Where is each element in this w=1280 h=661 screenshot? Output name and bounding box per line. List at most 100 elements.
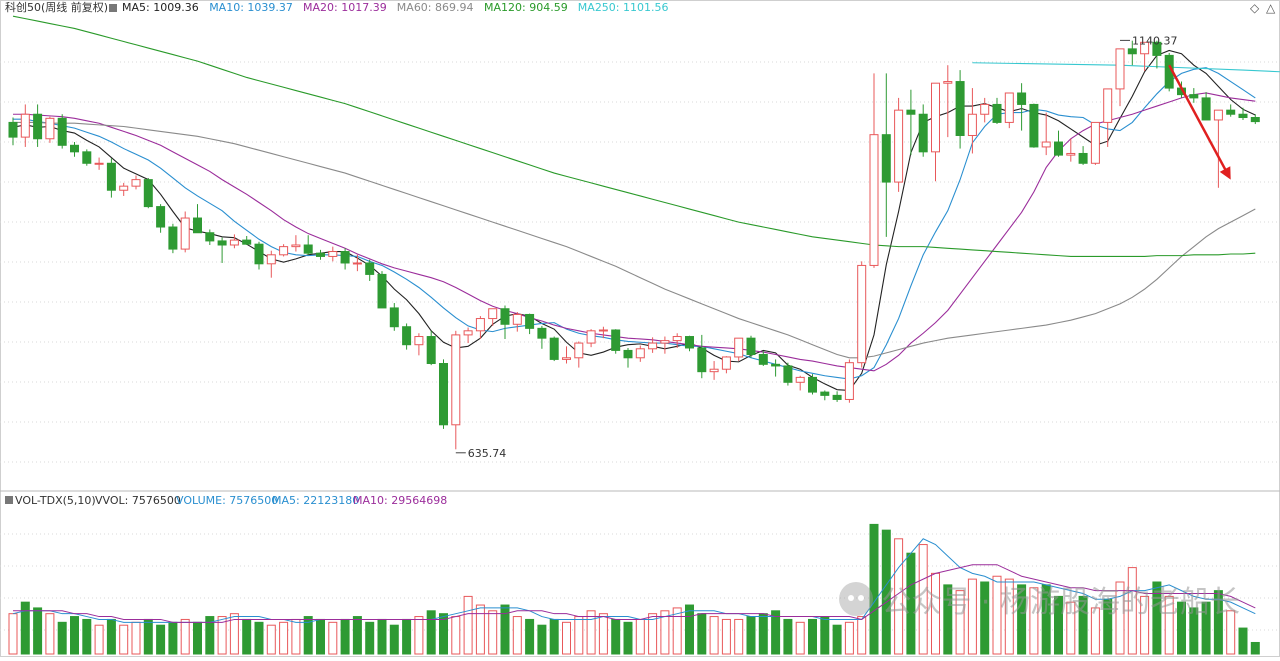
triangle-toggle-icon[interactable]: △ <box>1266 1 1276 15</box>
candle <box>857 261 867 368</box>
candle-body <box>426 336 436 365</box>
candle-body <box>475 318 485 332</box>
volume-bar <box>980 581 990 655</box>
candle <box>623 347 633 368</box>
candle-body <box>1017 92 1027 105</box>
candle <box>512 312 522 332</box>
candle-body <box>672 336 682 342</box>
candle <box>328 246 338 262</box>
candle <box>1029 103 1039 148</box>
candle-body <box>820 391 830 396</box>
volume-bar <box>1201 601 1211 655</box>
candle-body <box>303 244 313 254</box>
candles <box>8 40 1260 450</box>
candle-body <box>918 113 928 153</box>
candle-body <box>57 117 67 146</box>
candle-body <box>955 81 965 136</box>
main-chart-title: 科创50(周线 前复权) <box>5 0 108 14</box>
candle <box>721 356 731 374</box>
volume-bar <box>697 613 707 655</box>
volume-bar <box>291 618 301 655</box>
volume-bar <box>279 621 289 655</box>
candle-body <box>857 264 867 364</box>
volume-bar <box>463 595 473 655</box>
candle <box>820 390 830 401</box>
volume-bar <box>242 618 252 655</box>
volume-bar <box>1140 595 1150 655</box>
ma-legend-4: MA120: 904.59 <box>484 1 568 14</box>
volume-bar <box>955 590 965 655</box>
candle <box>33 104 43 147</box>
volume-bar <box>352 616 362 655</box>
candle <box>955 70 965 149</box>
volume-bar <box>1152 581 1162 655</box>
main-chart-header: 科创50(周线 前复权) MA5: 1009.36 MA10: 1039.37 MA… <box>5 0 669 14</box>
candle-body <box>279 246 289 256</box>
candle <box>475 316 485 339</box>
candle <box>488 308 498 326</box>
volume-ma10: MA10: 29564698 <box>353 494 447 507</box>
candle-body <box>451 334 461 426</box>
volume-bars <box>8 523 1260 655</box>
candle-body <box>1041 141 1051 148</box>
volume-bar <box>57 621 67 655</box>
candle-body <box>193 217 202 234</box>
candle <box>143 177 153 209</box>
candle <box>709 361 719 380</box>
volume-bar <box>869 523 879 655</box>
candle <box>574 341 584 368</box>
volume-bar <box>1041 584 1051 655</box>
candle <box>377 271 387 309</box>
volume-bar <box>648 613 658 655</box>
candle <box>279 244 289 257</box>
volume-bar <box>143 618 153 655</box>
candle-body <box>598 329 608 332</box>
candle-body <box>131 179 141 187</box>
volume-bar <box>33 607 43 655</box>
candle <box>1004 92 1014 129</box>
candle-body <box>168 226 178 250</box>
candle-body <box>1226 109 1236 115</box>
candle <box>586 329 596 348</box>
candle <box>402 323 412 350</box>
volume-bar <box>1115 581 1125 655</box>
volume-bar <box>20 601 30 655</box>
volume-bar <box>771 610 781 655</box>
diamond-toggle-icon[interactable]: ◇ <box>1250 1 1260 15</box>
volume-bar <box>316 618 325 655</box>
ma-legend-1: MA10: 1039.37 <box>209 1 293 14</box>
candle <box>1201 92 1211 121</box>
candle-body <box>795 376 805 383</box>
candle-body <box>70 144 79 153</box>
candle-body <box>340 251 350 264</box>
volume-bar <box>365 621 375 655</box>
arrow-head <box>1219 166 1231 180</box>
volume-bar <box>931 572 940 655</box>
volume-bar <box>734 618 744 655</box>
volume-bar <box>1127 567 1137 655</box>
candle <box>660 336 670 354</box>
candle-body <box>574 342 584 359</box>
candle-body <box>1250 117 1260 123</box>
volume-bar <box>1078 595 1088 655</box>
volume-bar <box>562 621 571 655</box>
candle-body <box>180 217 190 250</box>
volume-chart-header: VOL-TDX(5,10) VVOL: 7576500 VOLUME: 7576… <box>5 494 447 507</box>
volume-bar <box>266 624 276 655</box>
volume-title: VOL-TDX(5,10) <box>15 494 96 507</box>
candle-body <box>734 337 744 358</box>
volume-bar <box>1238 627 1248 655</box>
volume-bar <box>525 618 535 655</box>
volume-bar <box>1004 578 1014 655</box>
volume-bar <box>340 618 350 655</box>
candle-body <box>1140 41 1150 55</box>
price-annotation: 1140.37 <box>1120 34 1178 47</box>
volume-bar <box>131 621 141 655</box>
volume-bar <box>549 618 559 655</box>
volume-bar <box>389 624 399 655</box>
candle <box>193 204 202 234</box>
candle <box>106 158 116 198</box>
candle <box>1189 88 1199 103</box>
